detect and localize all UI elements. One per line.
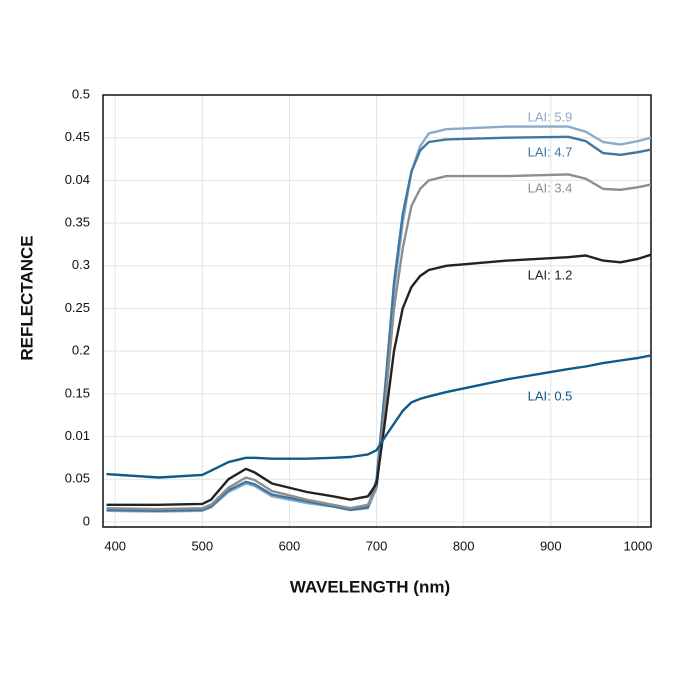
series-label: LAI: 1.2 [528,267,573,282]
plot-frame [102,94,652,528]
x-tick-label: 900 [540,538,562,553]
y-tick-label: 0.5 [72,86,90,101]
x-tick-label: 1000 [623,538,652,553]
series-label: LAI: 0.5 [528,388,573,403]
y-tick-label: 0.25 [65,300,90,315]
x-axis-title: WAVELENGTH (nm) [290,577,450,596]
y-tick-label: 0 [83,513,90,528]
series-label: LAI: 5.9 [528,109,573,124]
series-line [106,253,652,506]
series-line [106,135,652,512]
x-tick-label: 600 [279,538,301,553]
series-label: LAI: 3.4 [528,180,573,195]
series-line [106,354,652,479]
y-tick-label: 0.3 [72,257,90,272]
series-line [106,173,652,511]
y-tick-label: 0.01 [65,428,90,443]
x-tick-label: 700 [366,538,388,553]
y-axis-title: REFLECTANCE [17,235,36,360]
x-tick-label: 400 [104,538,126,553]
series-label: LAI: 4.7 [528,144,573,159]
y-tick-label: 0.45 [65,129,90,144]
y-tick-label: 0.2 [72,343,90,358]
x-tick-label: 500 [191,538,213,553]
x-tick-label: 800 [453,538,475,553]
y-tick-label: 0.35 [65,215,90,230]
y-tick-label: 0.05 [65,471,90,486]
y-tick-label: 0.04 [65,172,90,187]
y-tick-label: 0.15 [65,385,90,400]
